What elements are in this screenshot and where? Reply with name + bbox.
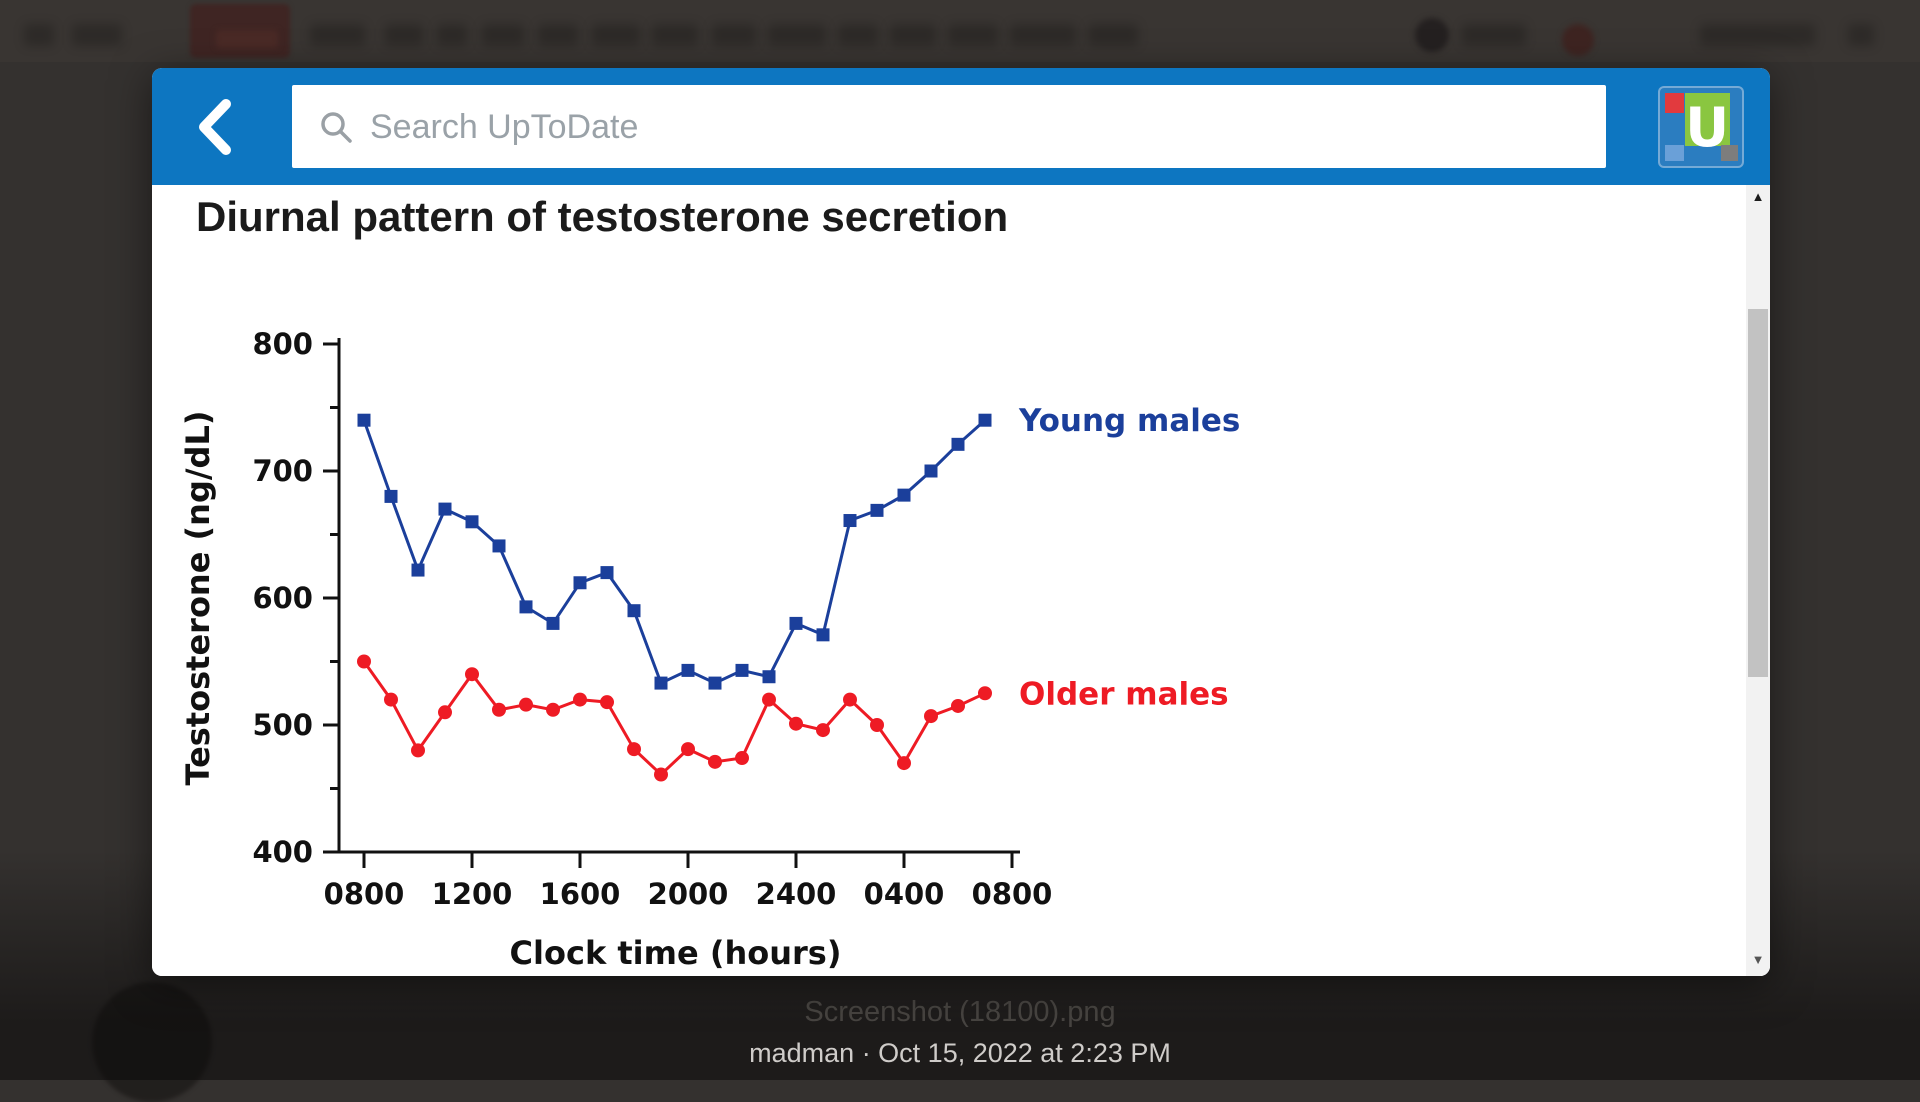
scrollbar-down-arrow[interactable]: ▼ <box>1751 952 1765 967</box>
dimmed-browser-chrome <box>0 0 1920 62</box>
dimmed-chrome-blob <box>768 24 826 46</box>
svg-text:700: 700 <box>252 454 313 488</box>
dimmed-chrome-blob <box>652 24 698 46</box>
svg-text:800: 800 <box>252 327 313 361</box>
svg-text:1600: 1600 <box>540 877 621 911</box>
dimmed-chrome-blob <box>72 24 122 46</box>
testosterone-diurnal-chart: 400 500 600 700 800 0800 1200 1600 2000 2400 0400 0… <box>179 327 1240 972</box>
svg-text:Testosterone (ng/dL): Testosterone (ng/dL) <box>179 411 217 786</box>
page-title: Diurnal pattern of testosterone secretio… <box>196 193 1009 240</box>
dimmed-chrome-blob <box>437 24 467 46</box>
logo-green-square <box>1684 92 1730 146</box>
svg-text:2000: 2000 <box>648 877 729 911</box>
dimmed-chrome-blob <box>385 24 423 46</box>
search-icon <box>321 112 352 143</box>
scrollbar-thumb[interactable] <box>1748 309 1768 677</box>
dimmed-chrome-blob <box>592 24 640 46</box>
dimmed-chrome-blob <box>1462 24 1526 46</box>
photo-caption: madman · Oct 15, 2022 at 2:23 PM <box>749 1038 1171 1068</box>
logo-gray-square <box>1720 144 1738 162</box>
dimmed-chrome-blob <box>712 24 756 46</box>
svg-text:2400: 2400 <box>756 877 837 911</box>
dimmed-chrome-blob <box>538 24 578 46</box>
dimmed-chrome-blob <box>482 24 524 46</box>
search-input[interactable] <box>368 85 1592 170</box>
search-box <box>292 85 1606 170</box>
svg-text:Clock time (hours): Clock time (hours) <box>510 934 842 972</box>
svg-text:0800: 0800 <box>324 877 405 911</box>
svg-text:1200: 1200 <box>432 877 513 911</box>
svg-text:500: 500 <box>252 708 313 742</box>
dimmed-chrome-blob <box>1700 24 1815 46</box>
dimmed-avatar-icon <box>1415 18 1449 52</box>
dimmed-chrome-blob <box>1848 24 1874 46</box>
svg-text:Young males: Young males <box>1018 403 1240 439</box>
svg-text:600: 600 <box>252 581 313 615</box>
dimmed-chrome-blob <box>890 24 936 46</box>
dimmed-extension-icon <box>1562 24 1594 56</box>
dimmed-chrome-blob <box>1088 24 1138 46</box>
svg-text:0400: 0400 <box>864 877 945 911</box>
logo-lightblue-square <box>1664 144 1684 162</box>
dimmed-chrome-blob <box>310 24 365 46</box>
dimmed-chrome-blob <box>1010 24 1076 46</box>
scrollbar-up-arrow[interactable]: ▲ <box>1751 189 1765 204</box>
photo-filename: Screenshot (18100).png <box>804 996 1116 1028</box>
dimmed-browser-tab-label <box>216 30 278 48</box>
back-chevron-icon <box>199 99 231 155</box>
modal-content: Diurnal pattern of testosterone secretio… <box>152 185 1770 976</box>
uptodate-logo[interactable]: U <box>1658 86 1744 168</box>
dimmed-chrome-blob <box>948 24 998 46</box>
scrollbar[interactable]: ▲ ▼ <box>1746 185 1770 976</box>
back-button[interactable] <box>192 96 240 158</box>
uptodate-header: U <box>152 68 1770 185</box>
dimmed-chrome-blob <box>24 24 54 46</box>
logo-red-square <box>1664 92 1684 113</box>
uptodate-modal: U Diurnal pattern of testosterone secret… <box>152 68 1770 976</box>
logo-letter-u: U <box>1685 96 1730 159</box>
svg-text:0800: 0800 <box>972 877 1053 911</box>
dimmed-chrome-blob <box>838 24 878 46</box>
svg-text:Older males: Older males <box>1019 676 1229 712</box>
svg-text:400: 400 <box>252 835 313 869</box>
